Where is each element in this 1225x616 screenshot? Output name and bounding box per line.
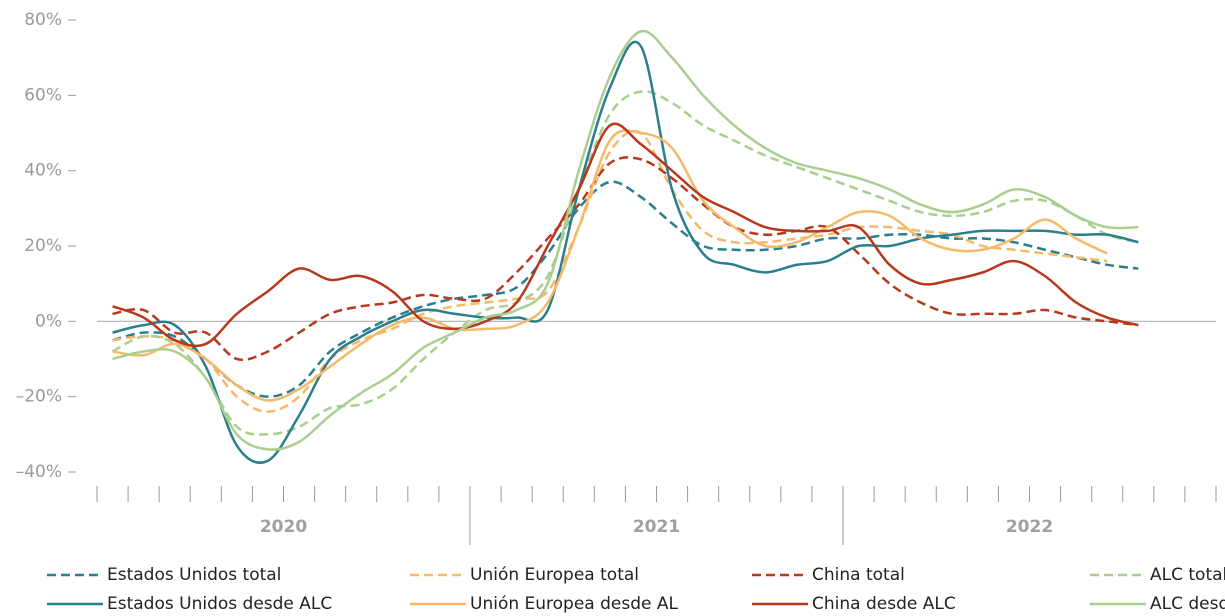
series-line	[112, 129, 1108, 413]
y-tick-label: 40%	[24, 161, 62, 181]
series-line	[112, 156, 1139, 362]
series-line	[112, 40, 1139, 464]
legend-label: Estados Unidos total	[107, 565, 281, 585]
year-label: 2020	[260, 517, 307, 537]
y-tick-label: –40%	[16, 462, 62, 482]
legend-label: Estados Unidos desde ALC	[107, 594, 332, 614]
y-tick-label: 80%	[24, 10, 62, 30]
series-line	[112, 180, 1139, 398]
series-line	[112, 129, 1108, 402]
series-line	[112, 29, 1139, 451]
legend-label: Unión Europea total	[470, 565, 639, 585]
year-label: 2021	[633, 517, 680, 537]
legend-label: China desde ALC	[812, 594, 956, 614]
series-line	[111, 90, 1139, 436]
series-line	[112, 122, 1139, 348]
y-tick-label: –20%	[16, 387, 62, 407]
legend-label: ALC desde ALC	[1150, 594, 1225, 614]
year-label: 2022	[1006, 517, 1053, 537]
y-tick-label: 20%	[24, 236, 62, 256]
legend-label: China total	[812, 565, 905, 585]
y-tick-label: 60%	[24, 85, 62, 105]
legend-label: Unión Europea desde AL	[470, 594, 679, 614]
y-tick-label: 0%	[35, 311, 62, 331]
legend-label: ALC total	[1150, 565, 1225, 585]
